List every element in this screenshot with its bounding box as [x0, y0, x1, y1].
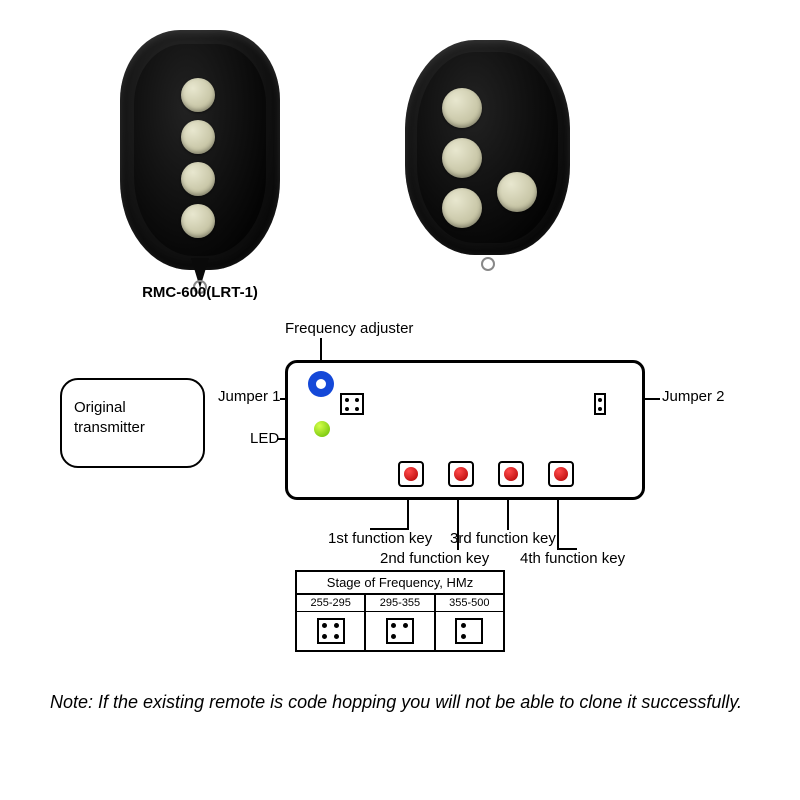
remote-button	[181, 162, 215, 196]
remote-button	[442, 138, 482, 178]
remote-button	[181, 120, 215, 154]
frequency-table-title: Stage of Frequency, HMz	[297, 572, 503, 595]
frequency-range-label: 355-500	[436, 595, 503, 612]
remote-model-label: RMC-600(LRT-1)	[120, 284, 280, 301]
remote-keyring	[481, 257, 495, 271]
remote-rmc600	[120, 30, 280, 270]
jumper-pattern	[436, 612, 503, 650]
remote-secondary	[405, 40, 570, 255]
remote-inner	[134, 44, 266, 256]
function-key-4	[548, 461, 574, 487]
frequency-cell: 255-295	[297, 595, 366, 650]
frequency-table: Stage of Frequency, HMz 255-295295-35535…	[295, 570, 505, 652]
frequency-adjuster-icon	[308, 371, 334, 397]
jumper-pattern	[297, 612, 364, 650]
connector-line	[557, 548, 577, 550]
original-transmitter-label: Original transmitter	[74, 399, 145, 436]
original-transmitter-box: Original transmitter	[60, 378, 205, 468]
function-key-1	[398, 461, 424, 487]
frequency-range-label: 255-295	[297, 595, 364, 612]
remote-body	[120, 30, 280, 270]
note-text: Note: If the existing remote is code hop…	[50, 690, 750, 714]
remote-button	[497, 172, 537, 212]
remote-button	[181, 204, 215, 238]
jumper2-icon	[594, 393, 606, 415]
fk2-label: 2nd function key	[380, 550, 489, 567]
frequency-cell: 295-355	[366, 595, 435, 650]
led-label: LED	[250, 430, 279, 447]
frequency-range-label: 295-355	[366, 595, 433, 612]
remote-button	[442, 88, 482, 128]
jumper2-label: Jumper 2	[662, 388, 725, 405]
frequency-cell: 355-500	[436, 595, 503, 650]
jumper1-icon	[340, 393, 364, 415]
remote-body	[405, 40, 570, 255]
receiver-board	[285, 360, 645, 500]
remote-inner	[417, 52, 558, 243]
frequency-adjuster-label: Frequency adjuster	[285, 320, 413, 337]
jumper-pattern	[366, 612, 433, 650]
circuit-diagram: Original transmitter Frequency adjuster …	[50, 320, 750, 660]
fk3-label: 3rd function key	[450, 530, 556, 547]
jumper1-label: Jumper 1	[218, 388, 281, 405]
function-key-2	[448, 461, 474, 487]
remote-button	[181, 78, 215, 112]
remote-button	[442, 188, 482, 228]
led-icon	[314, 421, 330, 437]
fk4-label: 4th function key	[520, 550, 625, 567]
connector-line	[370, 528, 407, 530]
fk1-label: 1st function key	[328, 530, 432, 547]
function-key-3	[498, 461, 524, 487]
